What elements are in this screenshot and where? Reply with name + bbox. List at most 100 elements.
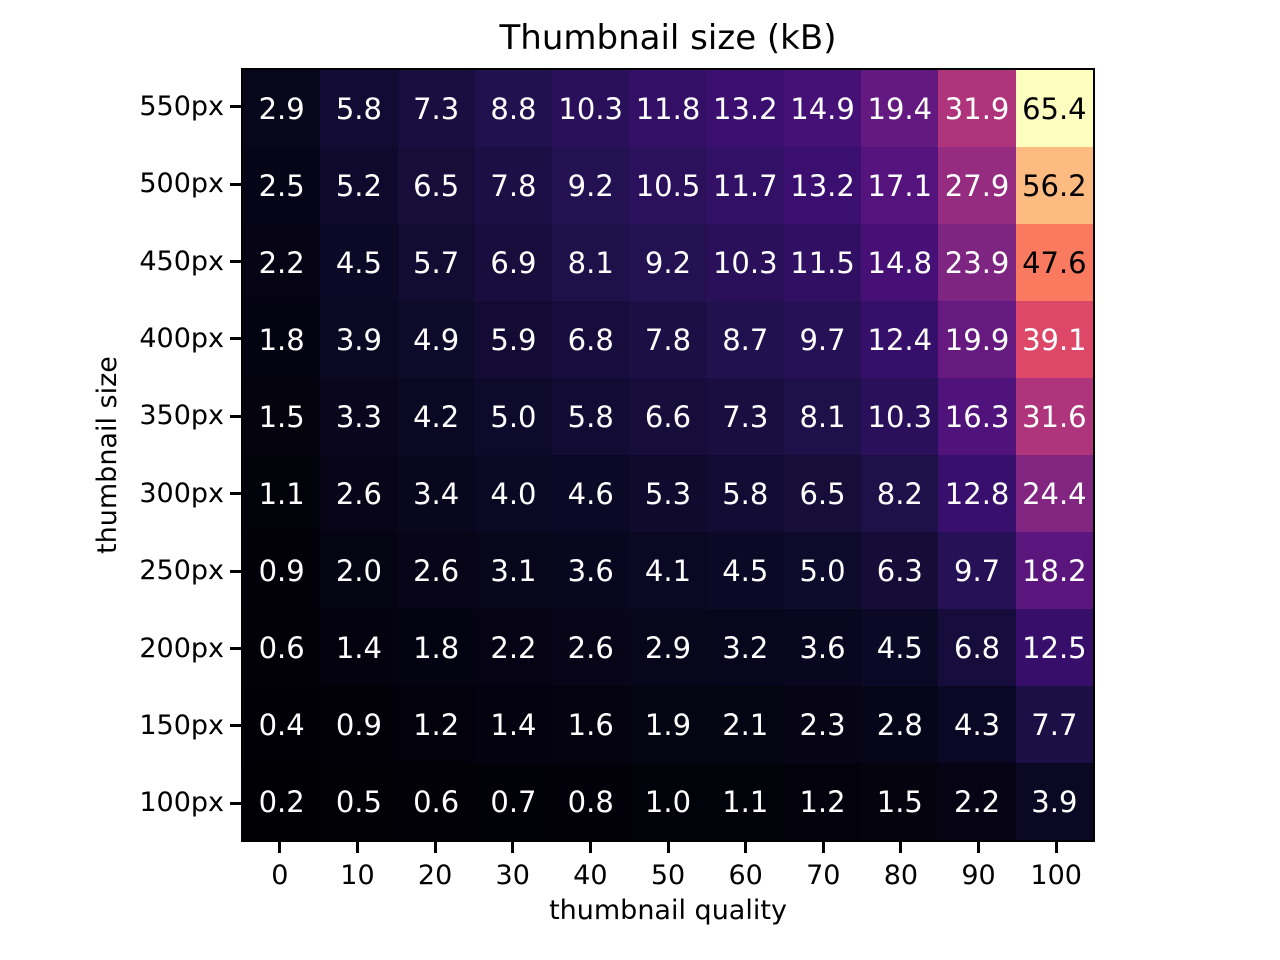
heatmap-cell: 1.2 [783,763,862,840]
y-tick-label: 300px [139,477,224,509]
heatmap-cell: 5.7 [397,224,475,301]
heatmap-cell: 24.4 [1015,455,1093,532]
heatmap-cell: 1.5 [861,763,939,840]
heatmap-cell: 3.2 [706,609,784,686]
heatmap-cell: 14.8 [861,224,939,301]
heatmap-cell: 7.3 [397,70,475,147]
heatmap-cell: 9.7 [783,301,862,378]
heatmap-cell: 5.3 [629,455,707,532]
heatmap-cell: 56.2 [1015,147,1093,224]
heatmap-cell: 7.8 [474,147,553,224]
x-axis-tick [433,842,437,853]
heatmap-cell: 3.9 [1015,763,1093,840]
heatmap-cell: 2.3 [783,686,862,763]
heatmap-cell: 4.5 [861,609,939,686]
heatmap-cell: 5.8 [552,378,630,455]
heatmap-cell: 5.2 [320,147,398,224]
x-tick-label: 20 [417,860,453,891]
heatmap-cell: 13.2 [706,70,784,147]
heatmap-cell: 4.2 [397,378,475,455]
x-tick-label: 30 [495,860,530,891]
heatmap-cell: 0.5 [320,763,398,840]
heatmap-cell: 2.9 [629,609,707,686]
heatmap-cell: 27.9 [938,147,1016,224]
y-axis-tick [230,105,241,109]
heatmap-cell: 65.4 [1015,70,1093,147]
x-axis-tick [588,842,592,853]
heatmap-cell: 0.6 [397,763,475,840]
x-axis-tick [511,842,515,853]
heatmap-cell: 4.6 [552,455,630,532]
heatmap-cell: 8.1 [552,224,630,301]
chart-title: Thumbnail size (kB) [499,18,837,58]
heatmap-cell: 0.9 [320,686,398,763]
heatmap-cell: 2.6 [397,532,475,609]
heatmap-cell: 8.7 [706,301,784,378]
heatmap-cell: 16.3 [938,378,1016,455]
heatmap-cell: 3.3 [320,378,398,455]
x-tick-label: 50 [650,860,686,891]
heatmap-cell: 10.3 [552,70,630,147]
heatmap-cell: 0.8 [552,763,630,840]
heatmap-cell: 9.2 [552,147,630,224]
heatmap-cell: 14.9 [783,70,862,147]
heatmap-cell: 2.2 [474,609,553,686]
x-axis-tick [355,842,359,853]
y-tick-label: 250px [139,555,224,587]
heatmap-cell: 2.0 [320,532,398,609]
x-axis-tick [1054,842,1058,853]
heatmap-cell: 6.8 [938,609,1016,686]
heatmap-cell: 18.2 [1015,532,1093,609]
heatmap-cell: 4.1 [629,532,707,609]
heatmap-cell: 7.8 [629,301,707,378]
heatmap-cell: 1.4 [474,686,553,763]
heatmap-cell: 3.4 [397,455,475,532]
heatmap-cell: 2.5 [243,147,321,224]
heatmap-cell: 5.0 [474,378,553,455]
x-axis-label: thumbnail quality [549,895,787,926]
heatmap-cell: 23.9 [938,224,1016,301]
y-tick-label: 350px [139,400,224,432]
heatmap-cell: 6.3 [861,532,939,609]
heatmap-cell: 2.2 [243,224,321,301]
heatmap-cell: 8.2 [861,455,939,532]
x-tick-label: 60 [728,860,763,891]
heatmap-cell: 6.5 [397,147,475,224]
heatmap-cell: 39.1 [1015,301,1093,378]
heatmap-cell: 1.5 [243,378,321,455]
heatmap-cell: 0.9 [243,532,321,609]
heatmap-cell: 10.3 [861,378,939,455]
y-axis-tick [230,260,241,263]
y-axis-tick [230,492,241,496]
y-axis-tick [230,414,241,418]
heatmap-cell: 10.5 [629,147,707,224]
heatmap-cell: 8.1 [783,378,862,455]
heatmap-cell: 7.7 [1015,686,1093,763]
x-tick-label: 80 [883,860,919,891]
heatmap-cell: 31.6 [1015,378,1093,455]
heatmap-cell: 1.2 [397,686,475,763]
heatmap-cell: 1.4 [320,609,398,686]
heatmap-cell: 10.3 [706,224,784,301]
heatmap-cell: 0.7 [474,763,553,840]
heatmap-cell: 1.1 [243,455,321,532]
heatmap-cell: 1.8 [397,609,475,686]
heatmap-cell: 12.5 [1015,609,1093,686]
heatmap-cell: 11.8 [629,70,707,147]
heatmap-cell: 4.5 [706,532,784,609]
y-axis-tick [230,647,241,650]
heatmap-cell: 2.6 [552,609,630,686]
heatmap-cell: 12.4 [861,301,939,378]
heatmap-cell: 5.0 [783,532,862,609]
x-tick-label: 100 [1030,860,1082,891]
heatmap-cell: 9.2 [629,224,707,301]
heatmap-cell: 19.4 [861,70,939,147]
heatmap-cell: 17.1 [861,147,939,224]
heatmap-cell: 5.8 [706,455,784,532]
heatmap-cell: 7.3 [706,378,784,455]
heatmap-cell: 31.9 [938,70,1016,147]
heatmap-cell: 11.7 [706,147,784,224]
heatmap-cell: 4.5 [320,224,398,301]
heatmap-cell: 5.9 [474,301,553,378]
